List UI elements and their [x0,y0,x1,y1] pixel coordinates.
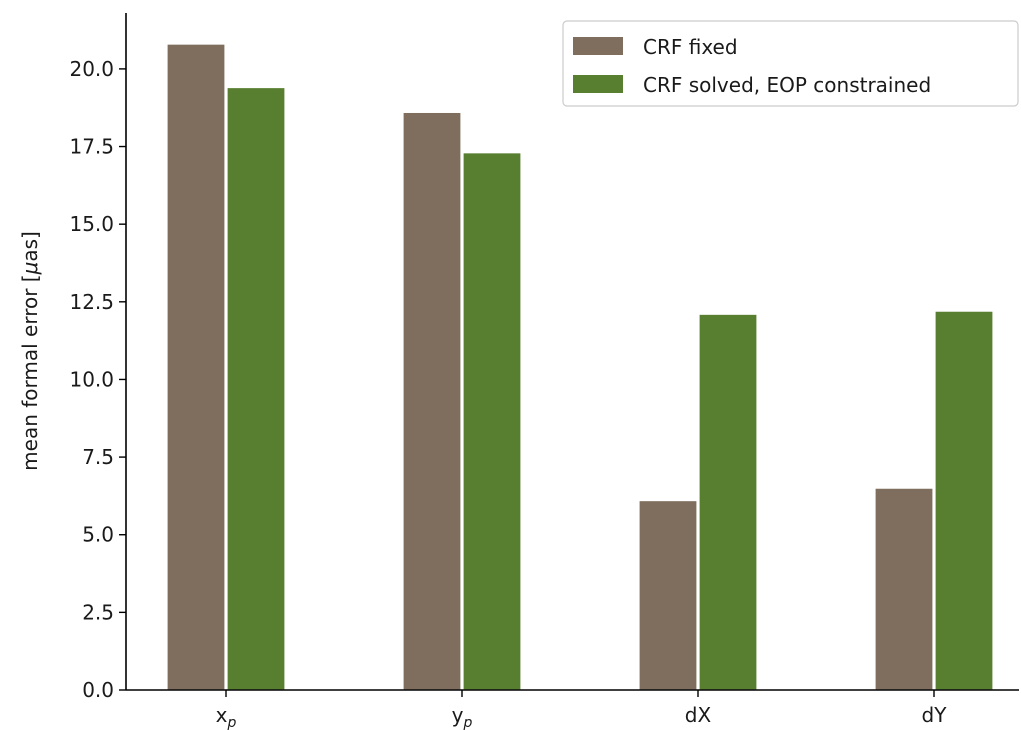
legend-label: CRF fixed [643,35,738,59]
y-axis-label: mean formal error [μas] [18,231,42,471]
bar-crf-solved-2 [698,313,758,691]
x-tick-label: dX [685,703,712,727]
legend-swatch [573,37,623,55]
legend-box [562,20,1019,107]
bars-group [166,43,994,691]
x-ticks-group: xp yp dX dY [216,690,948,730]
y-tick-label: 10.0 [69,367,114,391]
bar-crf-solved-3 [934,310,994,691]
bar-crf-solved-1 [462,152,522,691]
y-tick-label: 7.5 [82,445,114,469]
y-axis-label-suffix: as] [18,231,42,261]
y-tick-label: 20.0 [69,57,114,81]
y-axis-label-prefix: mean formal error [ [18,274,42,470]
y-tick-label: 17.5 [69,135,114,159]
bar-crf-solved-0 [226,86,286,691]
bar-crf-fixed-0 [166,43,226,691]
legend-swatch [573,75,623,93]
y-tick-label: 5.0 [82,523,114,547]
y-tick-label: 15.0 [69,212,114,236]
x-tick-label: xp [216,703,237,730]
y-tick-label: 2.5 [82,600,114,624]
x-tick-label: dY [922,703,948,727]
bar-crf-fixed-1 [402,111,462,691]
y-tick-label: 0.0 [82,678,114,702]
legend-label: CRF solved, EOP constrained [643,73,931,97]
axes-group [125,13,1019,691]
bar-crf-fixed-3 [874,487,934,691]
bar-crf-fixed-2 [638,499,698,691]
legend: CRF fixed CRF solved, EOP constrained [562,20,1019,107]
x-tick-label: yp [452,703,473,730]
y-axis-label-mu: μ [18,262,42,276]
y-ticks-group: 0.0 2.5 5.0 7.5 10.0 12.5 15.0 17.5 20.0 [69,57,126,702]
y-tick-label: 12.5 [69,290,114,314]
